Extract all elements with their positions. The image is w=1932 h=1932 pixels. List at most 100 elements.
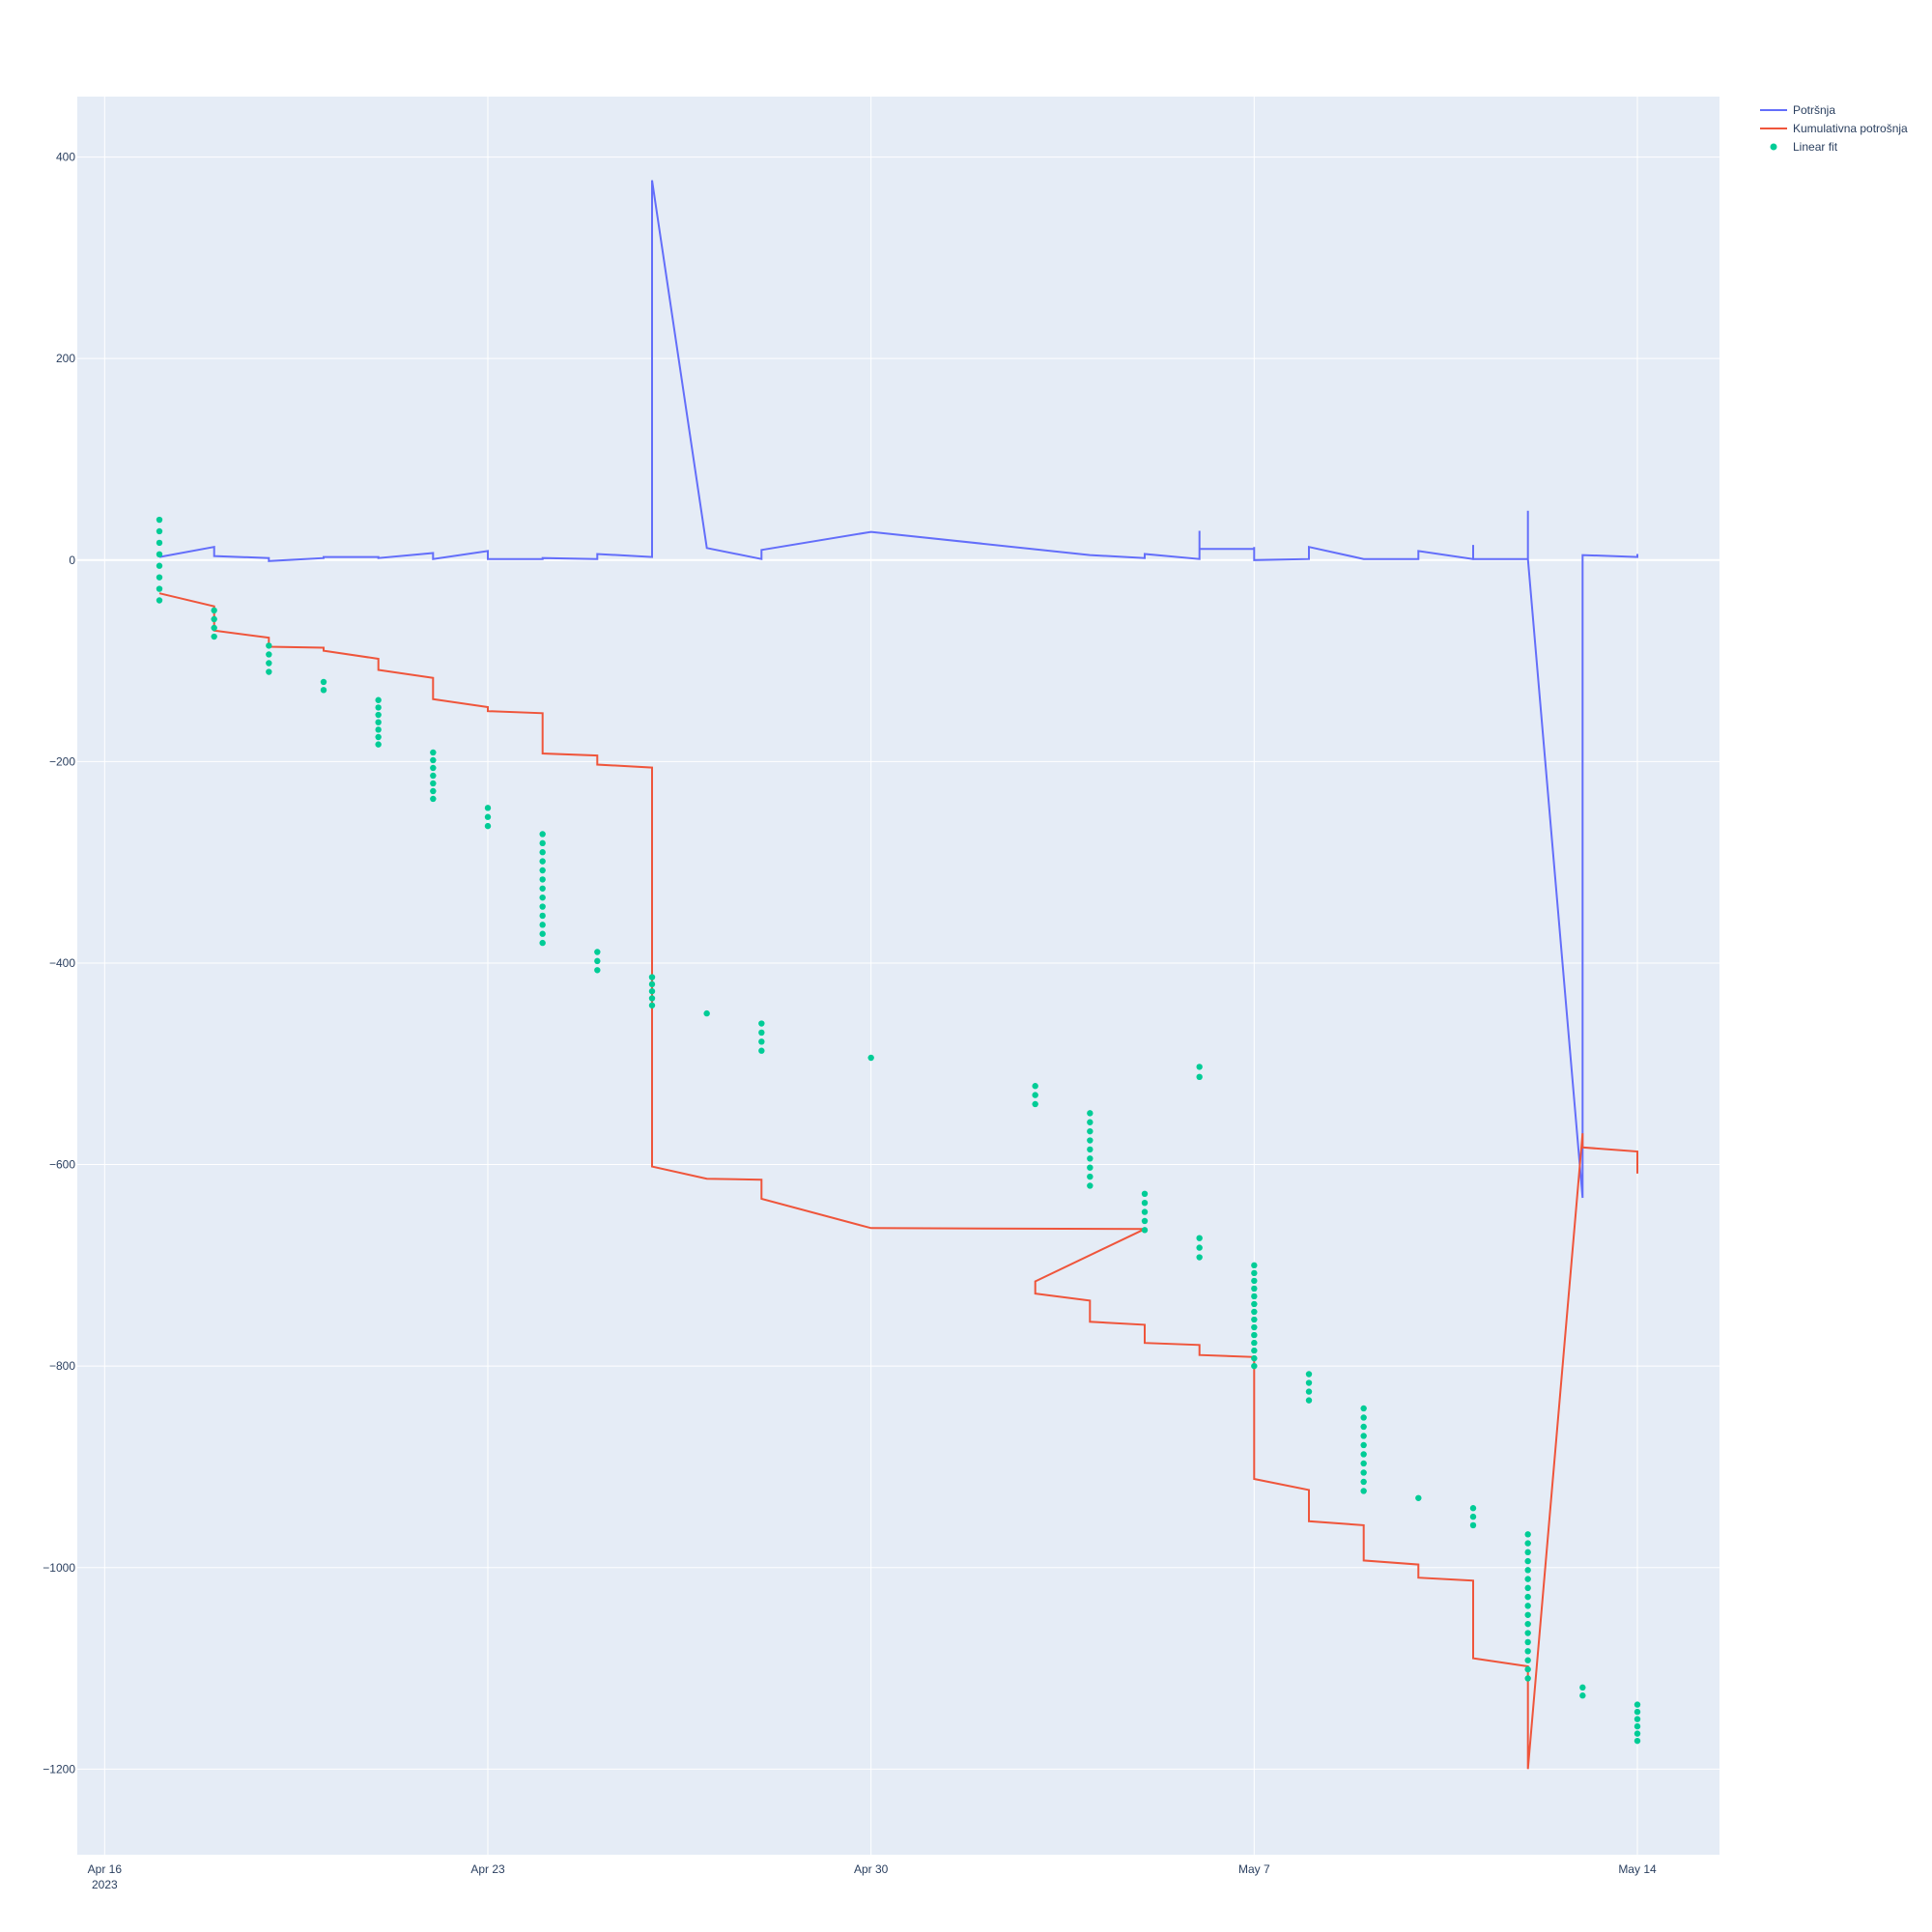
scatter-point: [1360, 1478, 1367, 1486]
series-line-1: [158, 592, 1638, 1770]
scatter-point: [648, 987, 656, 995]
x-tick-label: Apr 30: [854, 1862, 889, 1876]
scatter-point: [320, 687, 327, 694]
scatter-point: [1196, 1254, 1203, 1261]
y-tick-label: −200: [49, 754, 75, 768]
scatter-point: [1579, 1692, 1586, 1699]
scatter-point: [375, 696, 382, 703]
grid-lines: [77, 97, 1719, 1855]
scatter-point: [1087, 1173, 1094, 1180]
scatter-point: [375, 741, 382, 748]
scatter-point: [539, 867, 546, 874]
scatter-point: [266, 668, 272, 675]
scatter-point: [539, 922, 546, 928]
plot-background: [77, 97, 1719, 1855]
scatter-point: [1360, 1433, 1367, 1439]
scatter-point: [1524, 1540, 1531, 1547]
scatter-point: [484, 822, 492, 830]
scatter-point: [430, 756, 437, 764]
scatter-point: [1360, 1405, 1367, 1412]
y-tick-label: −1200: [43, 1762, 75, 1776]
axis-tick-labels: 400 200 0 −200 −400 −600 −800 −1000 −1200 Apr 16 2…: [43, 151, 1657, 1891]
scatter-point: [1251, 1331, 1258, 1339]
scatter-point: [867, 1054, 874, 1062]
scatter-point: [539, 831, 546, 838]
scatter-point: [375, 704, 382, 711]
scatter-point: [1360, 1469, 1367, 1476]
legend-item[interactable]: Potršnja: [1760, 103, 1835, 117]
scatter-point: [1524, 1557, 1531, 1565]
y-tick-label: 200: [56, 352, 75, 365]
scatter-point: [1524, 1638, 1531, 1646]
legend[interactable]: Potršnja Kumulativna potrošnja Linear fit: [1760, 103, 1908, 154]
scatter-point: [648, 974, 656, 980]
legend-label: Linear fit: [1793, 140, 1838, 154]
scatter-point: [156, 527, 163, 535]
scatter-point: [539, 912, 546, 920]
scatter-point: [1360, 1441, 1367, 1449]
scatter-point: [1087, 1119, 1094, 1125]
scatter-point: [594, 967, 601, 974]
legend-label: Kumulativna potrošnja: [1793, 122, 1908, 135]
scatter-point: [375, 711, 382, 719]
scatter-point: [1251, 1347, 1258, 1354]
legend-label: Potršnja: [1793, 103, 1835, 117]
legend-item[interactable]: Kumulativna potrošnja: [1760, 122, 1908, 135]
scatter-point: [1524, 1567, 1531, 1574]
scatter-point: [1087, 1137, 1094, 1144]
y-tick-label: 400: [56, 151, 75, 164]
scatter-point: [648, 980, 656, 988]
scatter-point: [1087, 1155, 1094, 1162]
scatter-point: [1524, 1665, 1531, 1673]
x-tick-label: May 7: [1238, 1862, 1270, 1876]
scatter-point: [266, 651, 272, 658]
scatter-point: [648, 995, 656, 1002]
scatter-point: [1360, 1488, 1367, 1494]
scatter-point: [1524, 1630, 1531, 1636]
scatter-point: [1524, 1675, 1531, 1682]
scatter-point: [1524, 1657, 1531, 1663]
scatter-point: [1251, 1362, 1258, 1370]
scatter-point: [539, 876, 546, 883]
scatter-point: [375, 733, 382, 741]
scatter-point: [1251, 1316, 1258, 1323]
scatter-point: [1141, 1190, 1149, 1198]
scatter-point: [484, 813, 492, 820]
scatter-point: [430, 787, 437, 795]
scatter-point: [1251, 1300, 1258, 1308]
series-layer: [156, 180, 1641, 1770]
scatter-point: [1524, 1593, 1531, 1601]
scatter-point: [156, 585, 163, 592]
scatter-point: [1415, 1494, 1422, 1501]
scatter-point: [1469, 1513, 1477, 1520]
scatter-point: [648, 1002, 656, 1009]
y-tick-label: 0: [69, 554, 75, 567]
scatter-point: [1634, 1737, 1641, 1745]
scatter-point: [594, 957, 601, 965]
scatter-point: [758, 1029, 765, 1037]
y-tick-label: −800: [49, 1359, 75, 1373]
scatter-point: [430, 764, 437, 772]
scatter-point: [1360, 1451, 1367, 1458]
scatter-series: [156, 516, 1641, 1745]
scatter-point: [1524, 1576, 1531, 1582]
scatter-point: [1032, 1092, 1038, 1098]
scatter-point: [1305, 1388, 1313, 1395]
scatter-point: [430, 780, 437, 787]
scatter-point: [430, 772, 437, 780]
scatter-point: [1634, 1708, 1641, 1716]
scatter-point: [375, 719, 382, 725]
scatter-point: [1141, 1217, 1149, 1225]
legend-marker-swatch: [1770, 143, 1777, 151]
scatter-point: [1087, 1146, 1094, 1153]
scatter-point: [1251, 1323, 1258, 1331]
scatter-point: [156, 516, 163, 524]
scatter-point: [156, 539, 163, 547]
scatter-point: [1469, 1521, 1477, 1529]
scatter-point: [211, 615, 217, 623]
scatter-point: [539, 885, 546, 892]
scatter-point: [1032, 1100, 1038, 1108]
legend-item[interactable]: Linear fit: [1770, 140, 1838, 154]
scatter-point: [1251, 1277, 1258, 1285]
